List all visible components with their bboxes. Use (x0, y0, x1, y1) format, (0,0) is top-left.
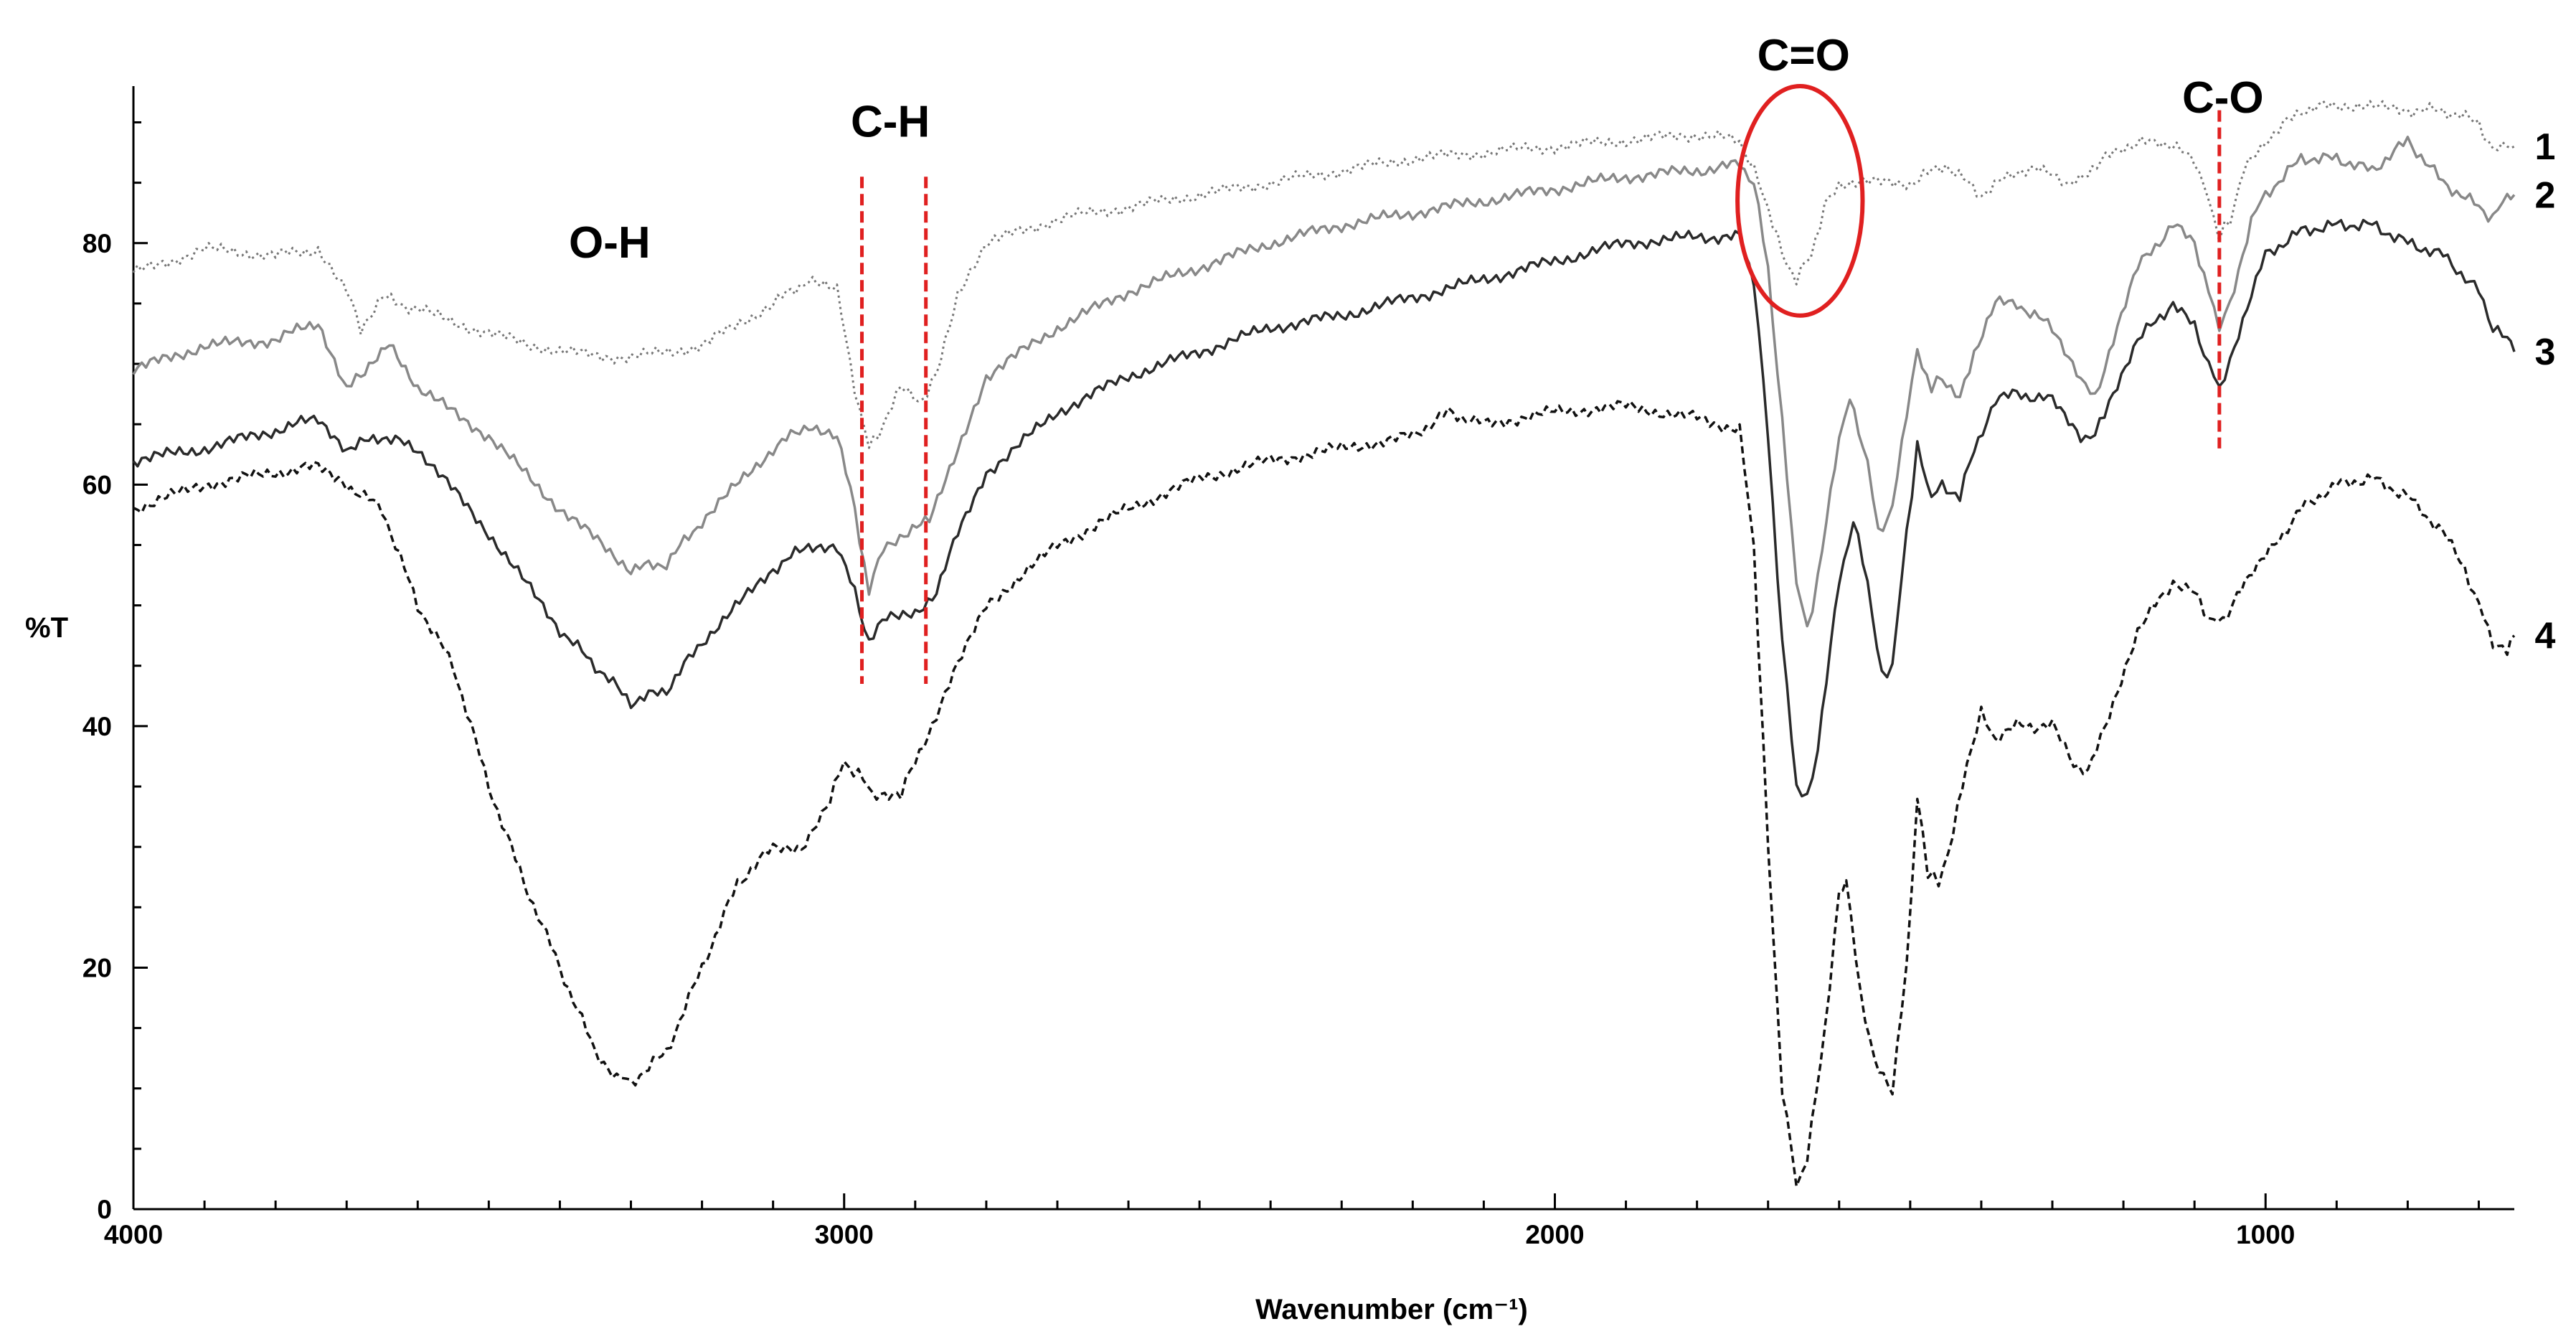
band-label-co: C=O (1758, 31, 1850, 80)
y-tick-label: 0 (97, 1195, 112, 1224)
x-tick-label: 3000 (815, 1220, 874, 1249)
series-label-4: 4 (2535, 616, 2556, 657)
band-label-ch: C-H (851, 97, 930, 146)
series-label-1: 1 (2535, 126, 2556, 168)
y-tick-label: 80 (82, 229, 112, 258)
series-line-4 (133, 400, 2516, 1188)
annotation-layer: O-H C-H C=O C-O (569, 31, 2264, 684)
series-line-3 (132, 218, 2516, 798)
y-tick-label: 20 (82, 953, 112, 982)
y-axis-label: %T (25, 612, 68, 644)
carbonyl-highlight-ellipse (1735, 84, 1865, 318)
series-line-2 (132, 136, 2516, 628)
series-layer: 1 2 3 4 (132, 100, 2556, 1188)
band-label-oh: O-H (569, 218, 651, 268)
x-tick-label: 2000 (1525, 1220, 1584, 1249)
x-tick-label: 1000 (2236, 1220, 2295, 1249)
y-tick-label: 40 (82, 712, 112, 741)
x-tick-label: 4000 (104, 1220, 163, 1249)
band-label-co: C-O (2182, 73, 2264, 123)
series-line-1 (132, 100, 2515, 449)
axes: 4000 3000 2000 1000 0 20 40 60 80 (82, 86, 2514, 1249)
y-tick-label: 60 (82, 470, 112, 499)
series-label-2: 2 (2535, 174, 2556, 216)
x-axis-label: Wavenumber (cm⁻¹) (1255, 1294, 1528, 1325)
series-label-3: 3 (2535, 332, 2556, 373)
